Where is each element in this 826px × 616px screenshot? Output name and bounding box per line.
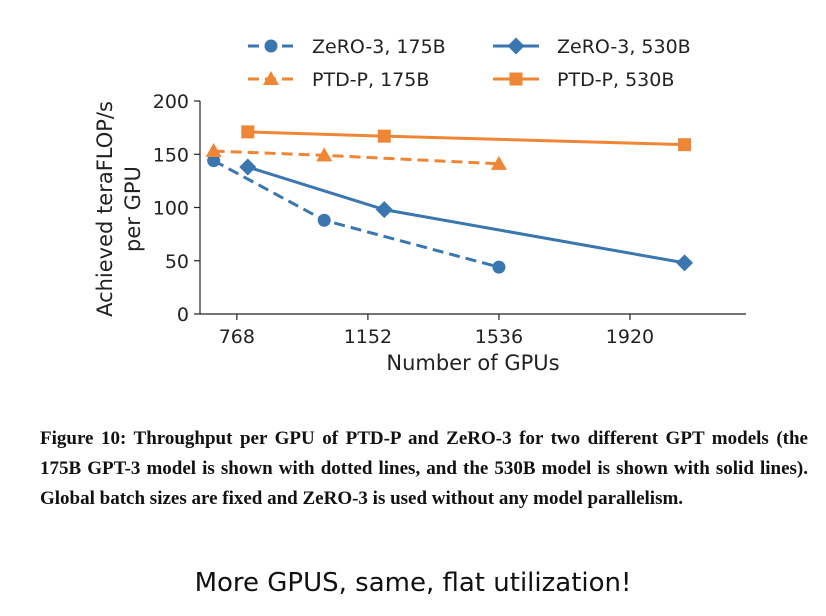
y-tick-label: 100 (153, 198, 189, 220)
x-tick-label: 1920 (606, 326, 654, 348)
data-point (492, 260, 506, 274)
series-line (247, 130, 685, 147)
data-point (207, 154, 221, 168)
axes: 0 50 100 150 200 768 1152 1536 1920 (153, 91, 746, 348)
series-line (212, 159, 500, 269)
annotation-note: More GPUS, same, flat utilization! (194, 568, 632, 598)
data-point (490, 155, 507, 170)
y-axis-label-line2: per GPU (121, 166, 145, 252)
series-3 (241, 125, 692, 152)
figure-caption: Figure 10: Throughput per GPU of PTD-P a… (40, 428, 808, 509)
x-tick-label: 1152 (344, 326, 392, 348)
data-point (205, 143, 222, 158)
legend-item: PTD-P, 530B (493, 69, 674, 91)
legend-marker (509, 72, 523, 86)
y-tick-label: 150 (153, 144, 189, 166)
data-point (678, 138, 692, 152)
legend-item: PTD-P, 175B (248, 69, 429, 91)
data-point (676, 254, 694, 272)
data-point (241, 125, 255, 139)
legend-label: ZeRO-3, 175B (312, 36, 446, 58)
series-1 (205, 143, 507, 170)
series-line (213, 149, 500, 166)
data-point (239, 158, 257, 176)
legend: ZeRO-3, 175B PTD-P, 175B ZeRO-3, 530B PTD-P… (248, 36, 691, 91)
x-tick-label: 1536 (475, 326, 523, 348)
y-tick-label: 200 (153, 91, 189, 113)
legend-marker (264, 39, 278, 53)
legend-label: ZeRO-3, 530B (557, 36, 691, 58)
y-tick-label: 50 (165, 251, 189, 273)
series-0 (207, 154, 506, 274)
data-point (377, 129, 391, 143)
x-tick-label: 768 (219, 326, 255, 348)
legend-marker (263, 71, 279, 85)
legend-item: ZeRO-3, 530B (493, 36, 691, 58)
series-2 (239, 158, 694, 272)
data-point (316, 147, 333, 162)
data-point (375, 201, 393, 219)
series-line (247, 165, 685, 265)
x-axis-label: Number of GPUs (386, 351, 559, 375)
legend-item: ZeRO-3, 175B (248, 36, 446, 58)
legend-label: PTD-P, 530B (557, 69, 674, 91)
y-tick-label: 0 (177, 304, 189, 326)
data-point (317, 213, 331, 227)
y-axis-label-line1: Achieved teraFLOP/s (93, 101, 117, 317)
series-layer (205, 125, 694, 274)
legend-marker (507, 37, 525, 55)
throughput-chart: ZeRO-3, 175B PTD-P, 175B ZeRO-3, 530B PTD-P… (93, 36, 746, 375)
legend-label: PTD-P, 175B (312, 69, 429, 91)
